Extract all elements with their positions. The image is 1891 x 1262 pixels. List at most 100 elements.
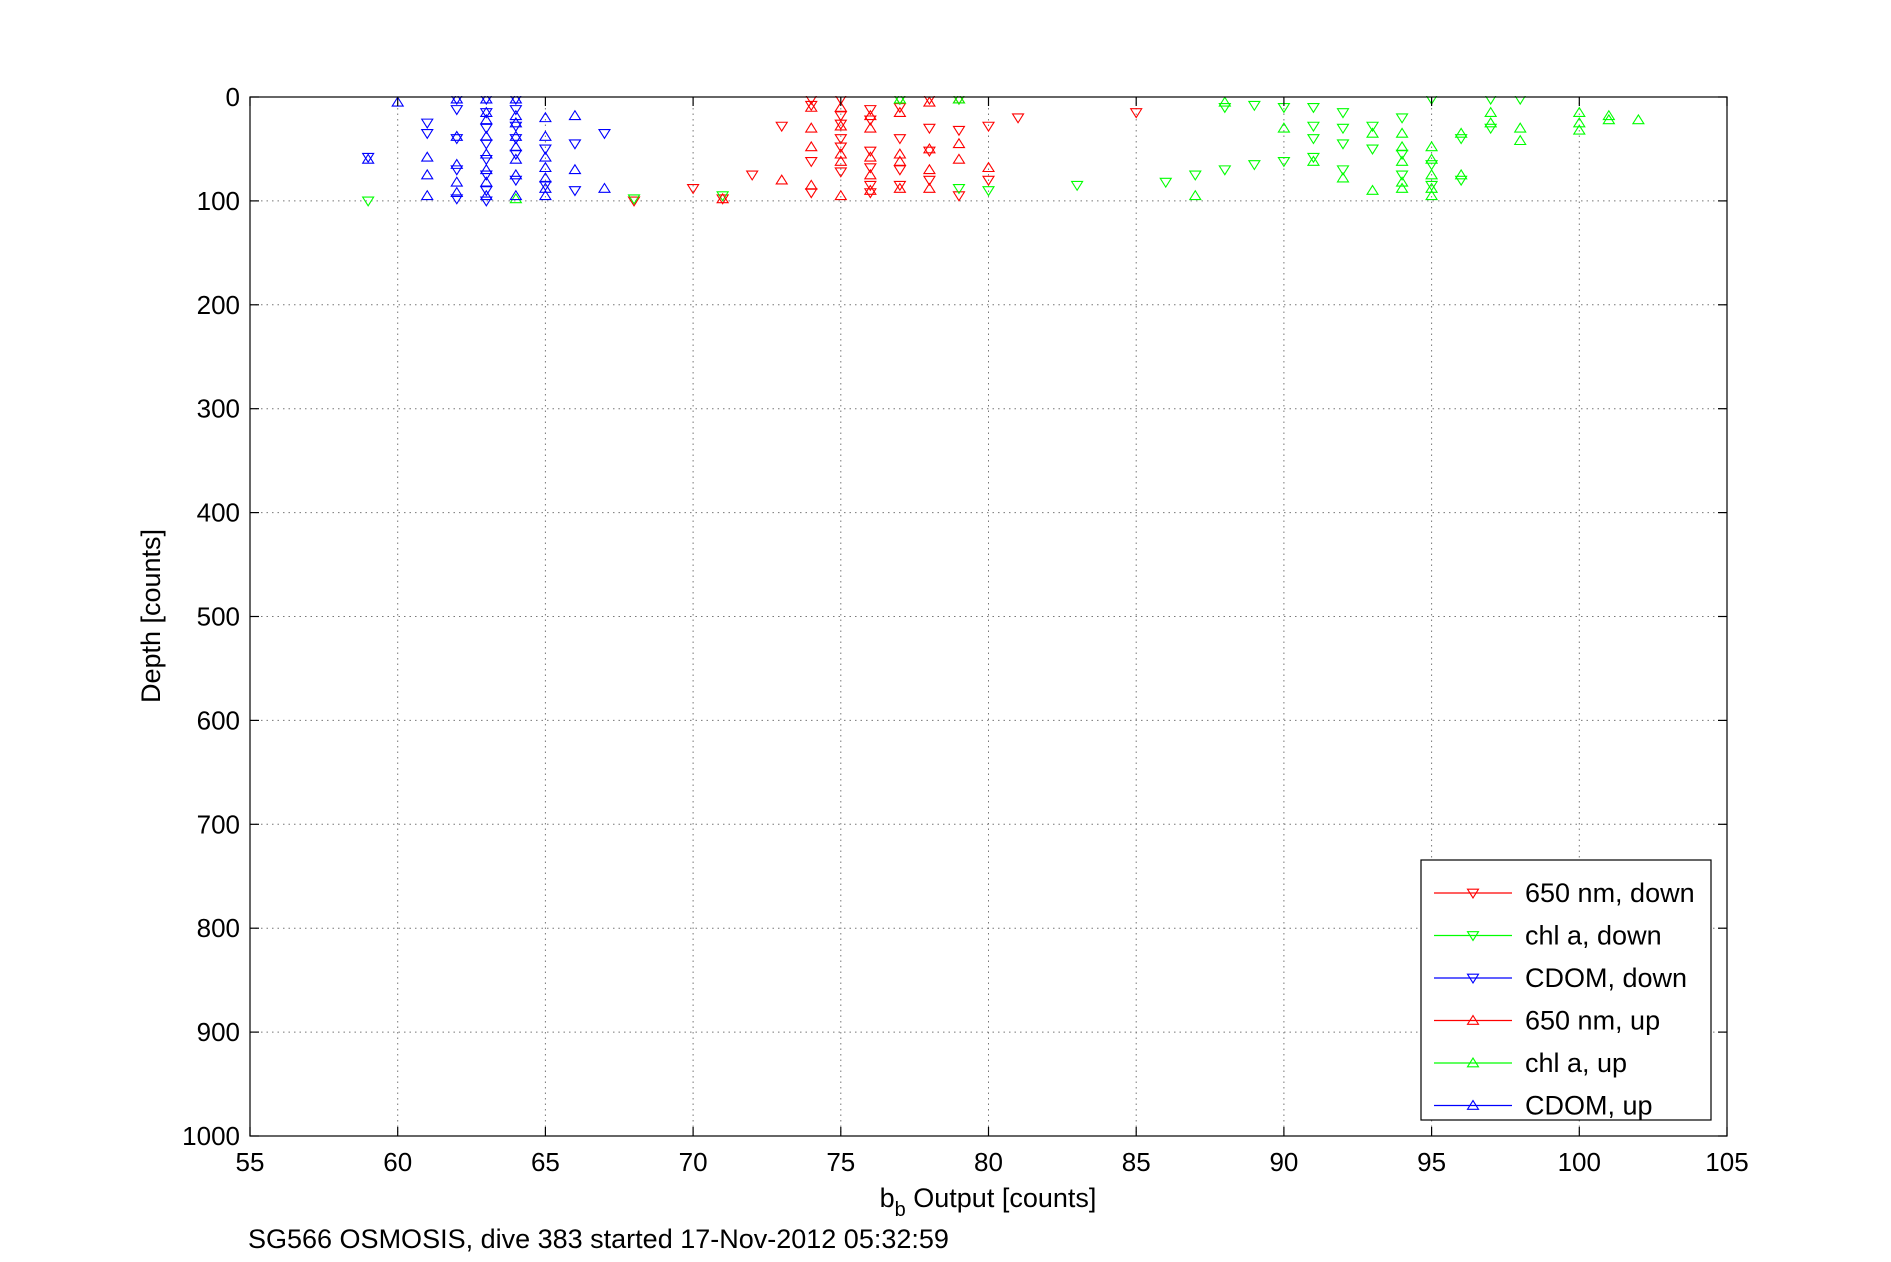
- data-point: [922, 163, 936, 175]
- data-point: [863, 163, 877, 174]
- data-point: [1425, 160, 1439, 171]
- data-point: [863, 122, 877, 133]
- data-point: [834, 167, 848, 178]
- legend: 650 nm, down chl a, down CDOM, down 650 nm,…: [1420, 859, 1712, 1121]
- data-point: [923, 96, 936, 106]
- data-point: [1572, 124, 1586, 135]
- data-point: [479, 176, 493, 187]
- legend-box: [1420, 859, 1712, 1121]
- data-point: [863, 109, 877, 121]
- data-point: [804, 140, 818, 152]
- data-point: [1306, 152, 1320, 164]
- data-point: [450, 186, 464, 197]
- data-point: [863, 115, 877, 126]
- data-point: [745, 170, 759, 181]
- data-point: [952, 191, 966, 202]
- x-tick-label: 95: [1417, 1147, 1446, 1177]
- data-point: [509, 192, 523, 204]
- data-point: [1425, 168, 1439, 180]
- data-point: [1513, 134, 1527, 146]
- data-point: [863, 184, 877, 195]
- data-point: [775, 174, 789, 185]
- data-point: [627, 194, 641, 205]
- legend-marker: [1466, 973, 1480, 984]
- data-point: [834, 111, 848, 122]
- data-point: [450, 134, 464, 145]
- data-point: [1395, 113, 1409, 124]
- x-axis-label-rest: Output [counts]: [906, 1183, 1097, 1213]
- x-tick-label: 70: [679, 1147, 708, 1177]
- data-point: [804, 101, 818, 112]
- data-point: [1247, 160, 1261, 171]
- x-tick-label: 55: [236, 1147, 265, 1177]
- legend-marker: [1466, 888, 1480, 899]
- data-point: [1631, 113, 1645, 125]
- data-point: [1602, 113, 1616, 125]
- data-point: [1247, 100, 1261, 112]
- x-axis-label: bb Output [counts]: [880, 1183, 1097, 1221]
- data-point: [1218, 165, 1232, 176]
- data-point: [509, 109, 523, 121]
- data-point: [1425, 153, 1439, 164]
- legend-marker: [1466, 931, 1480, 942]
- data-point: [1454, 134, 1468, 145]
- y-tick-label: 400: [197, 498, 240, 528]
- legend-marker: [1466, 1057, 1480, 1068]
- data-point: [450, 158, 464, 169]
- data-point: [509, 116, 523, 128]
- x-tick-label: 60: [383, 1147, 412, 1177]
- data-point: [1188, 189, 1202, 201]
- data-point: [922, 123, 936, 135]
- data-point: [893, 182, 907, 193]
- data-point: [1484, 106, 1498, 117]
- data-point: [538, 111, 552, 123]
- data-point: [982, 175, 995, 187]
- legend-label: chl a, up: [1525, 1048, 1627, 1078]
- data-point: [509, 105, 523, 116]
- data-point: [894, 96, 906, 106]
- x-axis-label-main: b: [880, 1183, 895, 1213]
- data-point: [538, 189, 552, 201]
- data-point: [1366, 144, 1380, 155]
- data-point: [893, 148, 907, 159]
- data-point: [952, 153, 966, 164]
- x-tick-label: 100: [1558, 1147, 1601, 1177]
- data-point: [568, 109, 582, 121]
- data-point: [716, 191, 730, 202]
- data-point: [1011, 113, 1025, 124]
- data-point: [509, 96, 523, 104]
- data-point: [509, 175, 523, 187]
- data-point: [922, 146, 936, 158]
- x-tick-label: 75: [826, 1147, 855, 1177]
- data-point: [922, 142, 936, 154]
- data-point: [479, 196, 493, 207]
- data-point: [1188, 170, 1202, 181]
- series-1: [361, 96, 1526, 207]
- data-point: [509, 134, 523, 145]
- data-point: [922, 175, 936, 187]
- data-point: [893, 134, 907, 145]
- data-point: [1395, 155, 1409, 166]
- data-point: [479, 96, 493, 104]
- data-point: [982, 161, 995, 173]
- y-tick-label: 0: [226, 82, 240, 112]
- data-point: [538, 182, 552, 193]
- data-point: [509, 168, 523, 180]
- data-point: [538, 161, 552, 173]
- data-point: [1218, 96, 1232, 107]
- data-point: [952, 184, 966, 195]
- x-tick-label: 105: [1705, 1147, 1748, 1177]
- x-tick-label: 85: [1122, 1147, 1151, 1177]
- data-point: [805, 96, 817, 106]
- data-point: [420, 118, 434, 129]
- data-point: [863, 105, 877, 116]
- data-point: [1395, 140, 1409, 152]
- data-point: [804, 122, 818, 133]
- data-point: [863, 146, 877, 158]
- data-point: [1484, 116, 1498, 128]
- data-point: [1336, 165, 1350, 176]
- data-point: [450, 105, 464, 116]
- data-point: [597, 128, 611, 140]
- data-point: [509, 140, 523, 152]
